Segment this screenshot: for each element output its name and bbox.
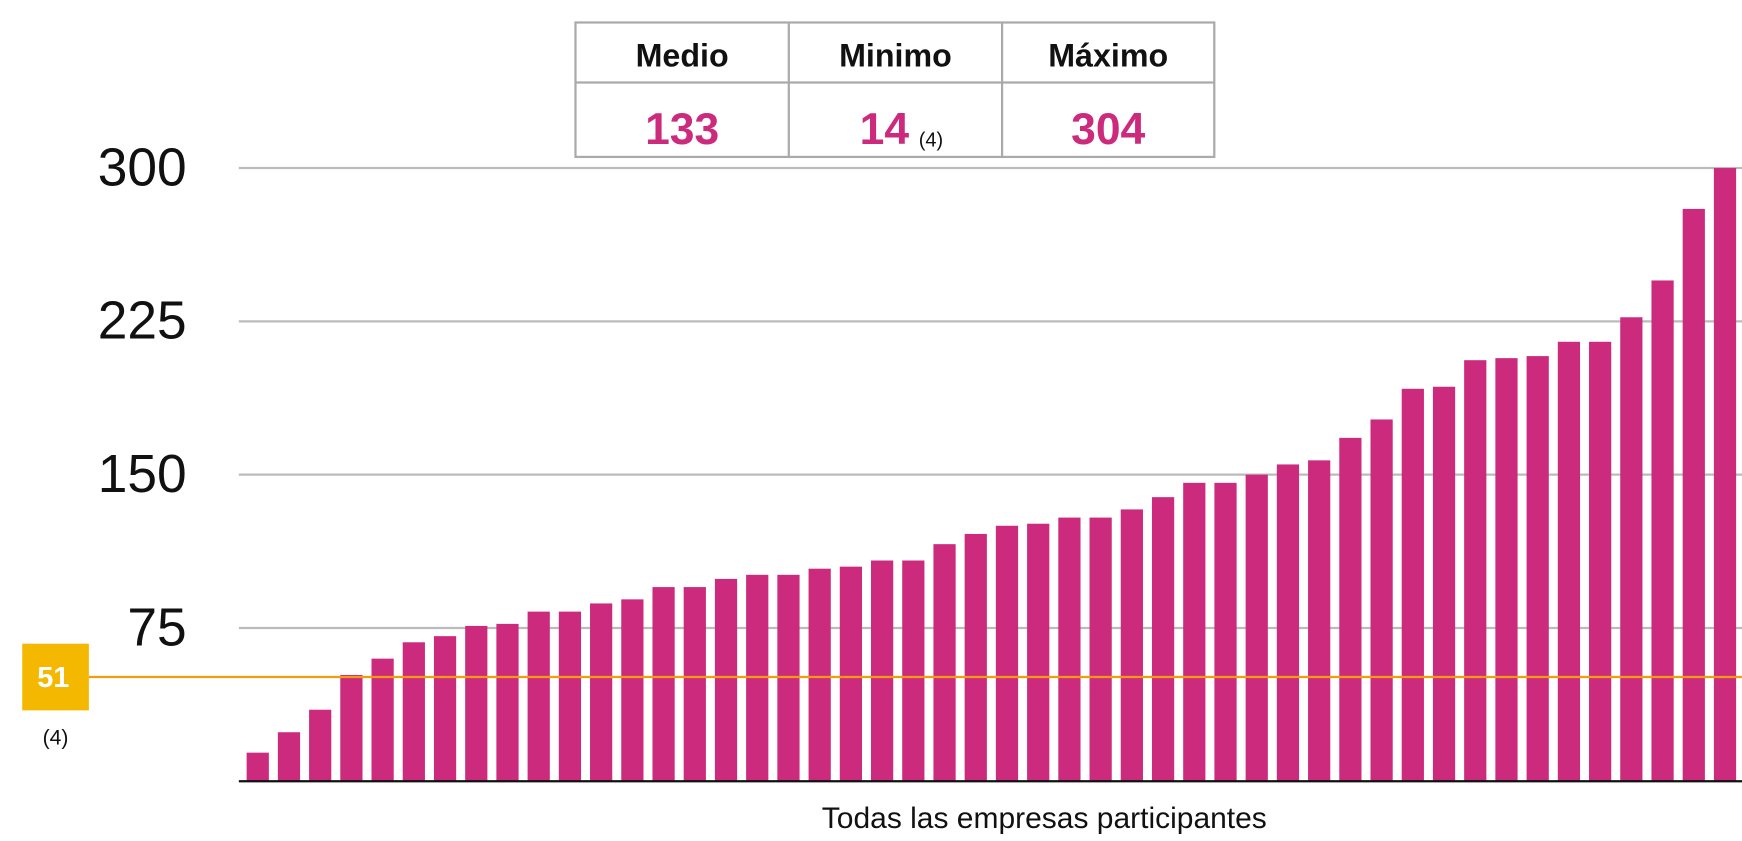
table-header: Minimo	[839, 38, 952, 74]
bar	[1526, 356, 1549, 782]
bar	[1651, 280, 1674, 782]
bar	[558, 611, 582, 782]
y-tick-label: 225	[98, 292, 187, 351]
table-header: Medio	[636, 38, 729, 74]
y-tick-label: 150	[98, 445, 187, 504]
bar	[309, 709, 332, 782]
bar	[1151, 497, 1175, 782]
bar	[933, 544, 956, 782]
bar	[1214, 482, 1237, 782]
reference-label-box	[22, 643, 89, 711]
bar	[808, 568, 831, 782]
table-value: 133	[645, 105, 719, 154]
table-value: 304	[1071, 105, 1145, 154]
bar	[1432, 386, 1456, 782]
bar	[1120, 509, 1143, 782]
bar	[839, 566, 863, 782]
bar	[652, 587, 675, 782]
bar	[246, 752, 269, 782]
bar	[1245, 474, 1268, 782]
bar	[590, 603, 613, 782]
bar	[1370, 419, 1393, 782]
bar	[1589, 341, 1612, 782]
bar	[1058, 517, 1081, 782]
bar	[402, 642, 425, 782]
bar	[277, 732, 301, 782]
bar	[1682, 208, 1705, 782]
bar	[1308, 460, 1331, 782]
bar	[1557, 341, 1581, 782]
bar	[527, 611, 550, 782]
reference-label: 51	[37, 662, 69, 694]
bar	[1276, 464, 1300, 782]
bar	[902, 560, 925, 782]
bar	[1183, 482, 1206, 782]
bar	[995, 525, 1019, 782]
bar	[1495, 358, 1518, 782]
table-header: Máximo	[1048, 38, 1168, 74]
bar	[1620, 317, 1643, 782]
bar	[1713, 168, 1737, 782]
bar	[1401, 388, 1424, 782]
bar	[964, 533, 987, 782]
bar	[465, 625, 488, 782]
bar	[871, 560, 894, 782]
bar	[714, 578, 738, 782]
bar	[1339, 437, 1362, 782]
bar	[433, 636, 457, 782]
bar	[340, 674, 363, 782]
bar	[1027, 523, 1050, 782]
table-bg	[574, 21, 1216, 159]
bar	[683, 587, 706, 782]
bar	[1464, 360, 1487, 782]
table-note: (4)	[919, 130, 943, 152]
bar	[1089, 517, 1112, 782]
reference-note: (4)	[43, 727, 69, 750]
x-axis-label: Todas las empresas participantes	[822, 802, 1267, 835]
bar	[371, 658, 394, 782]
table-value: 14	[860, 105, 910, 154]
bar	[496, 623, 519, 782]
bar	[621, 599, 644, 782]
y-tick-label: 75	[127, 598, 186, 657]
y-tick-label: 300	[98, 138, 187, 197]
